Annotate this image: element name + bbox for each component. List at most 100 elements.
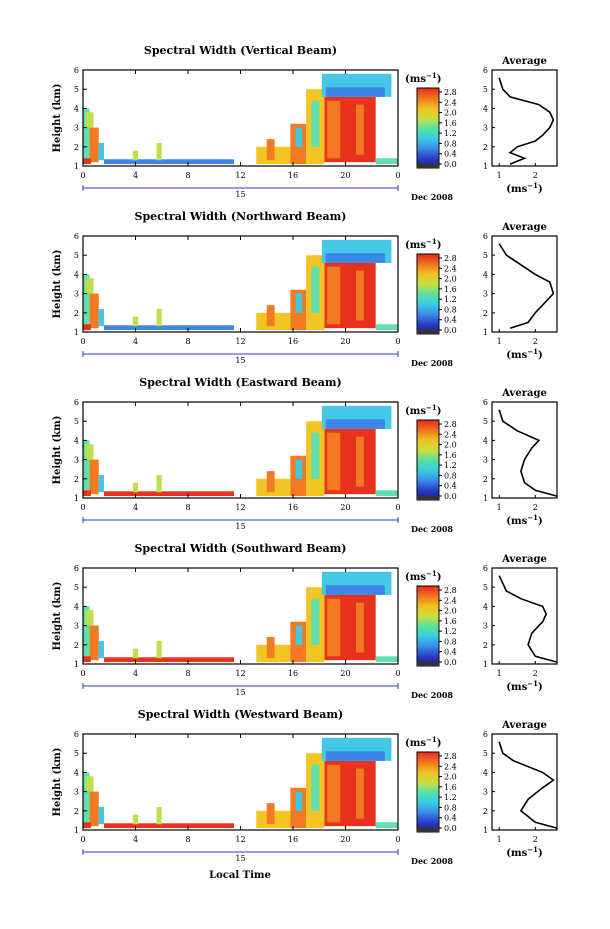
heatmap-cell xyxy=(85,610,94,626)
average-y-tick-label: 1 xyxy=(483,494,488,503)
average-y-tick-label: 6 xyxy=(483,232,488,241)
heatmap-cell xyxy=(325,253,385,263)
heatmap-cell xyxy=(325,585,385,595)
average-y-tick-label: 3 xyxy=(483,456,488,465)
heatmap-cell xyxy=(104,491,234,497)
heatmap-cell xyxy=(295,791,303,811)
x-tick-label: 16 xyxy=(288,669,298,678)
heatmap-cell xyxy=(327,100,341,159)
y-tick-label: 4 xyxy=(74,768,79,777)
panel-title: Spectral Width (Northward Beam) xyxy=(135,210,347,223)
date-label: Dec 2008 xyxy=(411,192,453,202)
colorbar xyxy=(416,419,440,501)
colorbar-tick-label: 2.4 xyxy=(444,596,457,605)
heatmap-cell xyxy=(85,776,94,792)
average-y-tick-label: 4 xyxy=(483,104,488,113)
heatmap-cell xyxy=(327,598,341,657)
heatmap-cells xyxy=(83,571,398,663)
heatmap-cell xyxy=(104,159,234,165)
heatmap-cell xyxy=(327,266,341,325)
y-tick-label: 2 xyxy=(74,309,79,318)
heatmap-cell xyxy=(98,806,104,825)
heatmap-cell xyxy=(295,293,303,313)
heatmap-cell xyxy=(132,482,139,493)
heatmap-cell xyxy=(98,308,104,327)
colorbar xyxy=(416,585,440,667)
heatmap-cell xyxy=(156,308,162,327)
heatmap-cell xyxy=(83,822,91,829)
average-x-label: (ms−1) xyxy=(506,845,542,859)
x-tick-label: 8 xyxy=(185,337,190,346)
colorbar-tick-label: 2.4 xyxy=(444,98,457,107)
average-y-tick-label: 4 xyxy=(483,602,488,611)
x-tick-label: 0 xyxy=(395,503,400,512)
average-frame xyxy=(491,733,558,831)
heatmap-cell xyxy=(98,142,104,161)
colorbar-unit: (ms−1) xyxy=(405,403,441,417)
y-axis-label: Height (km) xyxy=(52,748,63,817)
heatmap-cell xyxy=(89,293,99,329)
colorbar-tick-label: 2.0 xyxy=(444,441,457,450)
average-title: Average xyxy=(501,222,547,233)
average-x-tick-label: 1 xyxy=(497,669,502,678)
day-label: 15 xyxy=(235,356,245,365)
heatmap-cell xyxy=(311,432,320,479)
heatmap-cell xyxy=(83,490,91,497)
x-tick-label: 4 xyxy=(133,337,138,346)
x-tick-label: 16 xyxy=(288,171,298,180)
x-tick-label: 12 xyxy=(235,669,245,678)
average-y-tick-label: 4 xyxy=(483,436,488,445)
x-tick-label: 12 xyxy=(235,503,245,512)
average-y-tick-label: 6 xyxy=(483,66,488,75)
x-tick-label: 20 xyxy=(340,835,350,844)
average-y-tick-label: 2 xyxy=(483,475,488,484)
colorbar-low-cell xyxy=(417,828,439,832)
x-tick-label: 4 xyxy=(133,835,138,844)
average-y-tick-label: 3 xyxy=(483,622,488,631)
y-tick-label: 1 xyxy=(74,494,79,503)
colorbar-tick-label: 1.6 xyxy=(444,783,457,792)
y-tick-label: 5 xyxy=(74,749,79,758)
average-profile-line xyxy=(498,575,558,663)
heatmap-cell xyxy=(311,764,320,811)
average-y-tick-label: 2 xyxy=(483,641,488,650)
heatmap-cell xyxy=(266,305,275,327)
average-x-tick-label: 1 xyxy=(497,337,502,346)
panel-title: Spectral Width (Southward Beam) xyxy=(134,542,346,555)
y-tick-label: 3 xyxy=(74,622,79,631)
colorbar-unit: (ms−1) xyxy=(405,237,441,251)
average-y-tick-label: 5 xyxy=(483,417,488,426)
average-frame xyxy=(491,567,558,665)
x-tick-label: 20 xyxy=(340,503,350,512)
y-tick-label: 5 xyxy=(74,251,79,260)
average-y-tick-label: 1 xyxy=(483,660,488,669)
x-tick-label: 0 xyxy=(395,835,400,844)
x-tick-label: 4 xyxy=(133,669,138,678)
colorbar-tick-label: 1.6 xyxy=(444,451,457,460)
panel-southward: Spectral Width (Southward Beam) Height (k… xyxy=(52,542,558,700)
heatmap-cell xyxy=(83,606,90,661)
y-tick-label: 3 xyxy=(74,124,79,133)
heatmap-cell xyxy=(325,751,385,761)
heatmap-cell xyxy=(356,436,364,487)
y-tick-label: 1 xyxy=(74,162,79,171)
colorbar-tick-label: 0.4 xyxy=(444,316,457,325)
average-frame xyxy=(491,69,558,167)
date-label: Dec 2008 xyxy=(411,856,453,866)
average-y-tick-label: 5 xyxy=(483,583,488,592)
colorbar-low-cell xyxy=(417,662,439,666)
heatmap-cell xyxy=(98,640,104,659)
colorbar-tick-label: 0.8 xyxy=(444,637,457,646)
average-x-tick-label: 2 xyxy=(533,171,538,180)
heatmap-cell xyxy=(295,625,303,645)
average-y-tick-label: 1 xyxy=(483,826,488,835)
colorbar-tick-label: 2.0 xyxy=(444,275,457,284)
x-tick-label: 4 xyxy=(133,503,138,512)
colorbar-tick-label: 0.8 xyxy=(444,139,457,148)
panel-vertical: Spectral Width (Vertical Beam) Height (km… xyxy=(52,44,558,202)
colorbar-tick-label: 2.8 xyxy=(444,420,457,429)
y-tick-label: 6 xyxy=(74,398,79,407)
heatmap-cell xyxy=(85,444,94,460)
panel-eastward: Spectral Width (Eastward Beam) Height (km… xyxy=(52,376,558,534)
average-y-tick-label: 1 xyxy=(483,162,488,171)
